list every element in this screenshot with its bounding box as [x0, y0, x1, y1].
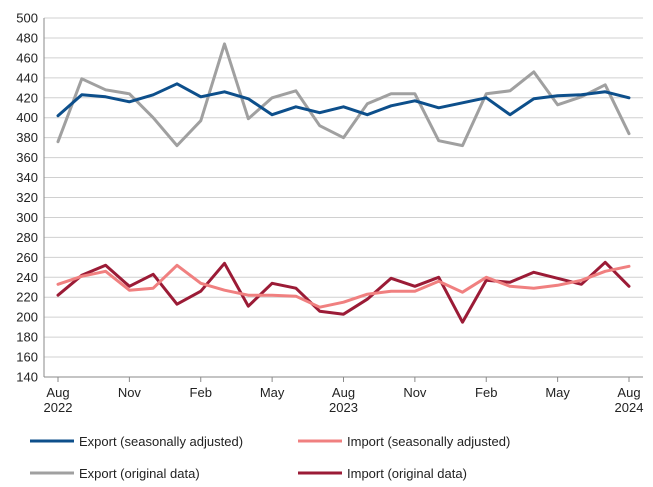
x-tick-label: Aug	[332, 385, 355, 400]
legend-entry: Import (seasonally adjusted)	[298, 434, 510, 449]
y-tick-label: 320	[16, 190, 38, 205]
y-tick-label: 380	[16, 130, 38, 145]
x-tick-label: Nov	[118, 385, 142, 400]
x-tick-year-label: 2023	[329, 400, 358, 415]
series-line-import-seasonally-adjusted	[56, 263, 631, 309]
y-tick-label: 440	[16, 70, 38, 85]
legend-entry: Export (original data)	[30, 466, 200, 481]
x-tick-label: Aug	[46, 385, 69, 400]
y-tick-label: 240	[16, 270, 38, 285]
x-tick-label: May	[545, 385, 570, 400]
x-tick-year-label: 2022	[44, 400, 73, 415]
x-tick-label: May	[260, 385, 285, 400]
y-tick-label: 500	[16, 11, 38, 26]
x-tick-label: Nov	[403, 385, 427, 400]
x-tick-label: Feb	[190, 385, 212, 400]
y-tick-label: 300	[16, 210, 38, 225]
legend-label: Export (seasonally adjusted)	[79, 434, 243, 449]
x-tick-label: Feb	[475, 385, 497, 400]
y-tick-label: 340	[16, 170, 38, 185]
y-tick-label: 220	[16, 290, 38, 305]
y-tick-label: 260	[16, 250, 38, 265]
y-tick-label: 160	[16, 350, 38, 365]
legend-label: Import (seasonally adjusted)	[347, 434, 510, 449]
legend-label: Import (original data)	[347, 466, 467, 481]
y-tick-label: 180	[16, 330, 38, 345]
y-tick-label: 460	[16, 50, 38, 65]
y-tick-label: 480	[16, 30, 38, 45]
y-tick-label: 280	[16, 230, 38, 245]
series-line-export-original-data	[56, 42, 631, 148]
legend-label: Export (original data)	[79, 466, 200, 481]
legend-entry: Export (seasonally adjusted)	[30, 434, 243, 449]
axes: 140 160 180 200 220 240 260 280 300 320 340 360 380 4…	[16, 11, 643, 416]
legend: Export (seasonally adjusted) Import (seas…	[30, 434, 510, 481]
y-tick-label: 140	[16, 370, 38, 385]
series-line-export-seasonally-adjusted	[56, 82, 631, 118]
x-tick-label: Aug	[617, 385, 640, 400]
y-tick-label: 360	[16, 150, 38, 165]
series-line-import-original-data	[56, 260, 631, 324]
legend-entry: Import (original data)	[298, 466, 467, 481]
y-tick-label: 420	[16, 90, 38, 105]
grid-lines	[44, 17, 643, 378]
y-tick-label: 200	[16, 310, 38, 325]
y-tick-label: 400	[16, 110, 38, 125]
x-tick-year-label: 2024	[615, 400, 644, 415]
series-lines	[56, 42, 631, 324]
